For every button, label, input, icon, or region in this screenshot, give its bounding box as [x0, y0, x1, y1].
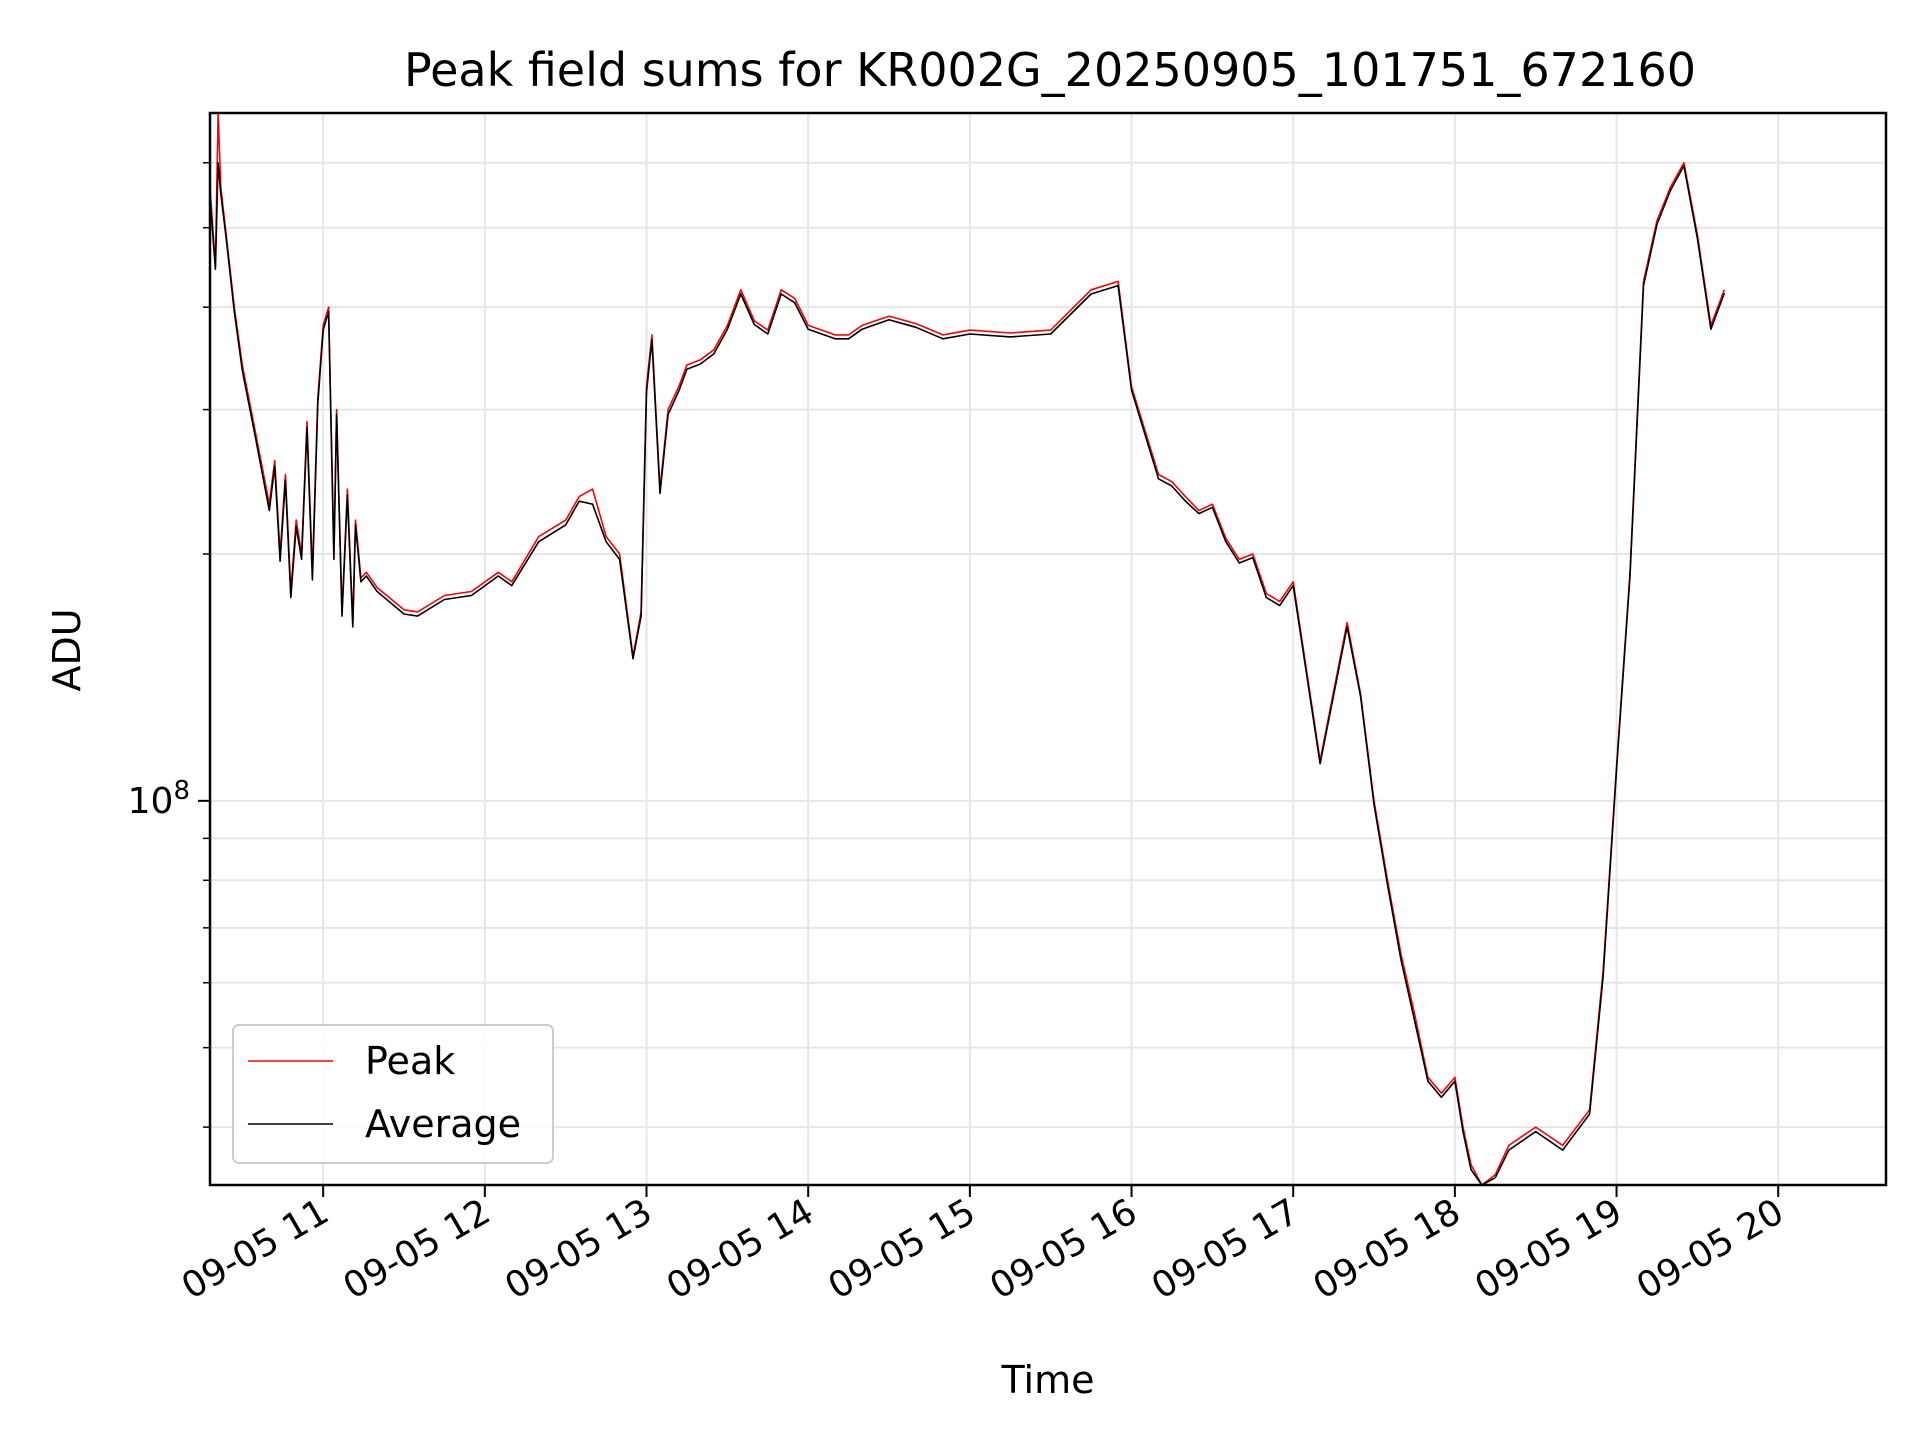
legend-box [232, 1024, 554, 1164]
y-axis: 108 [128, 162, 210, 1128]
x-axis-label: Time [1001, 1358, 1095, 1402]
legend-label-peak: Peak [365, 1039, 455, 1083]
series-line-average [209, 162, 1726, 1186]
y-axis-label: ADU [45, 608, 89, 691]
y-tick-label: 108 [128, 776, 190, 822]
legend-label-average: Average [365, 1102, 521, 1146]
legend: Peak Average [232, 1024, 554, 1164]
grid [210, 113, 1886, 1185]
series-line-peak [209, 112, 1726, 1186]
plot-frame [208, 111, 1888, 1187]
chart-title: Peak field sums for KR002G_20250905_1017… [404, 43, 1696, 97]
plot-lines [209, 112, 1726, 1186]
